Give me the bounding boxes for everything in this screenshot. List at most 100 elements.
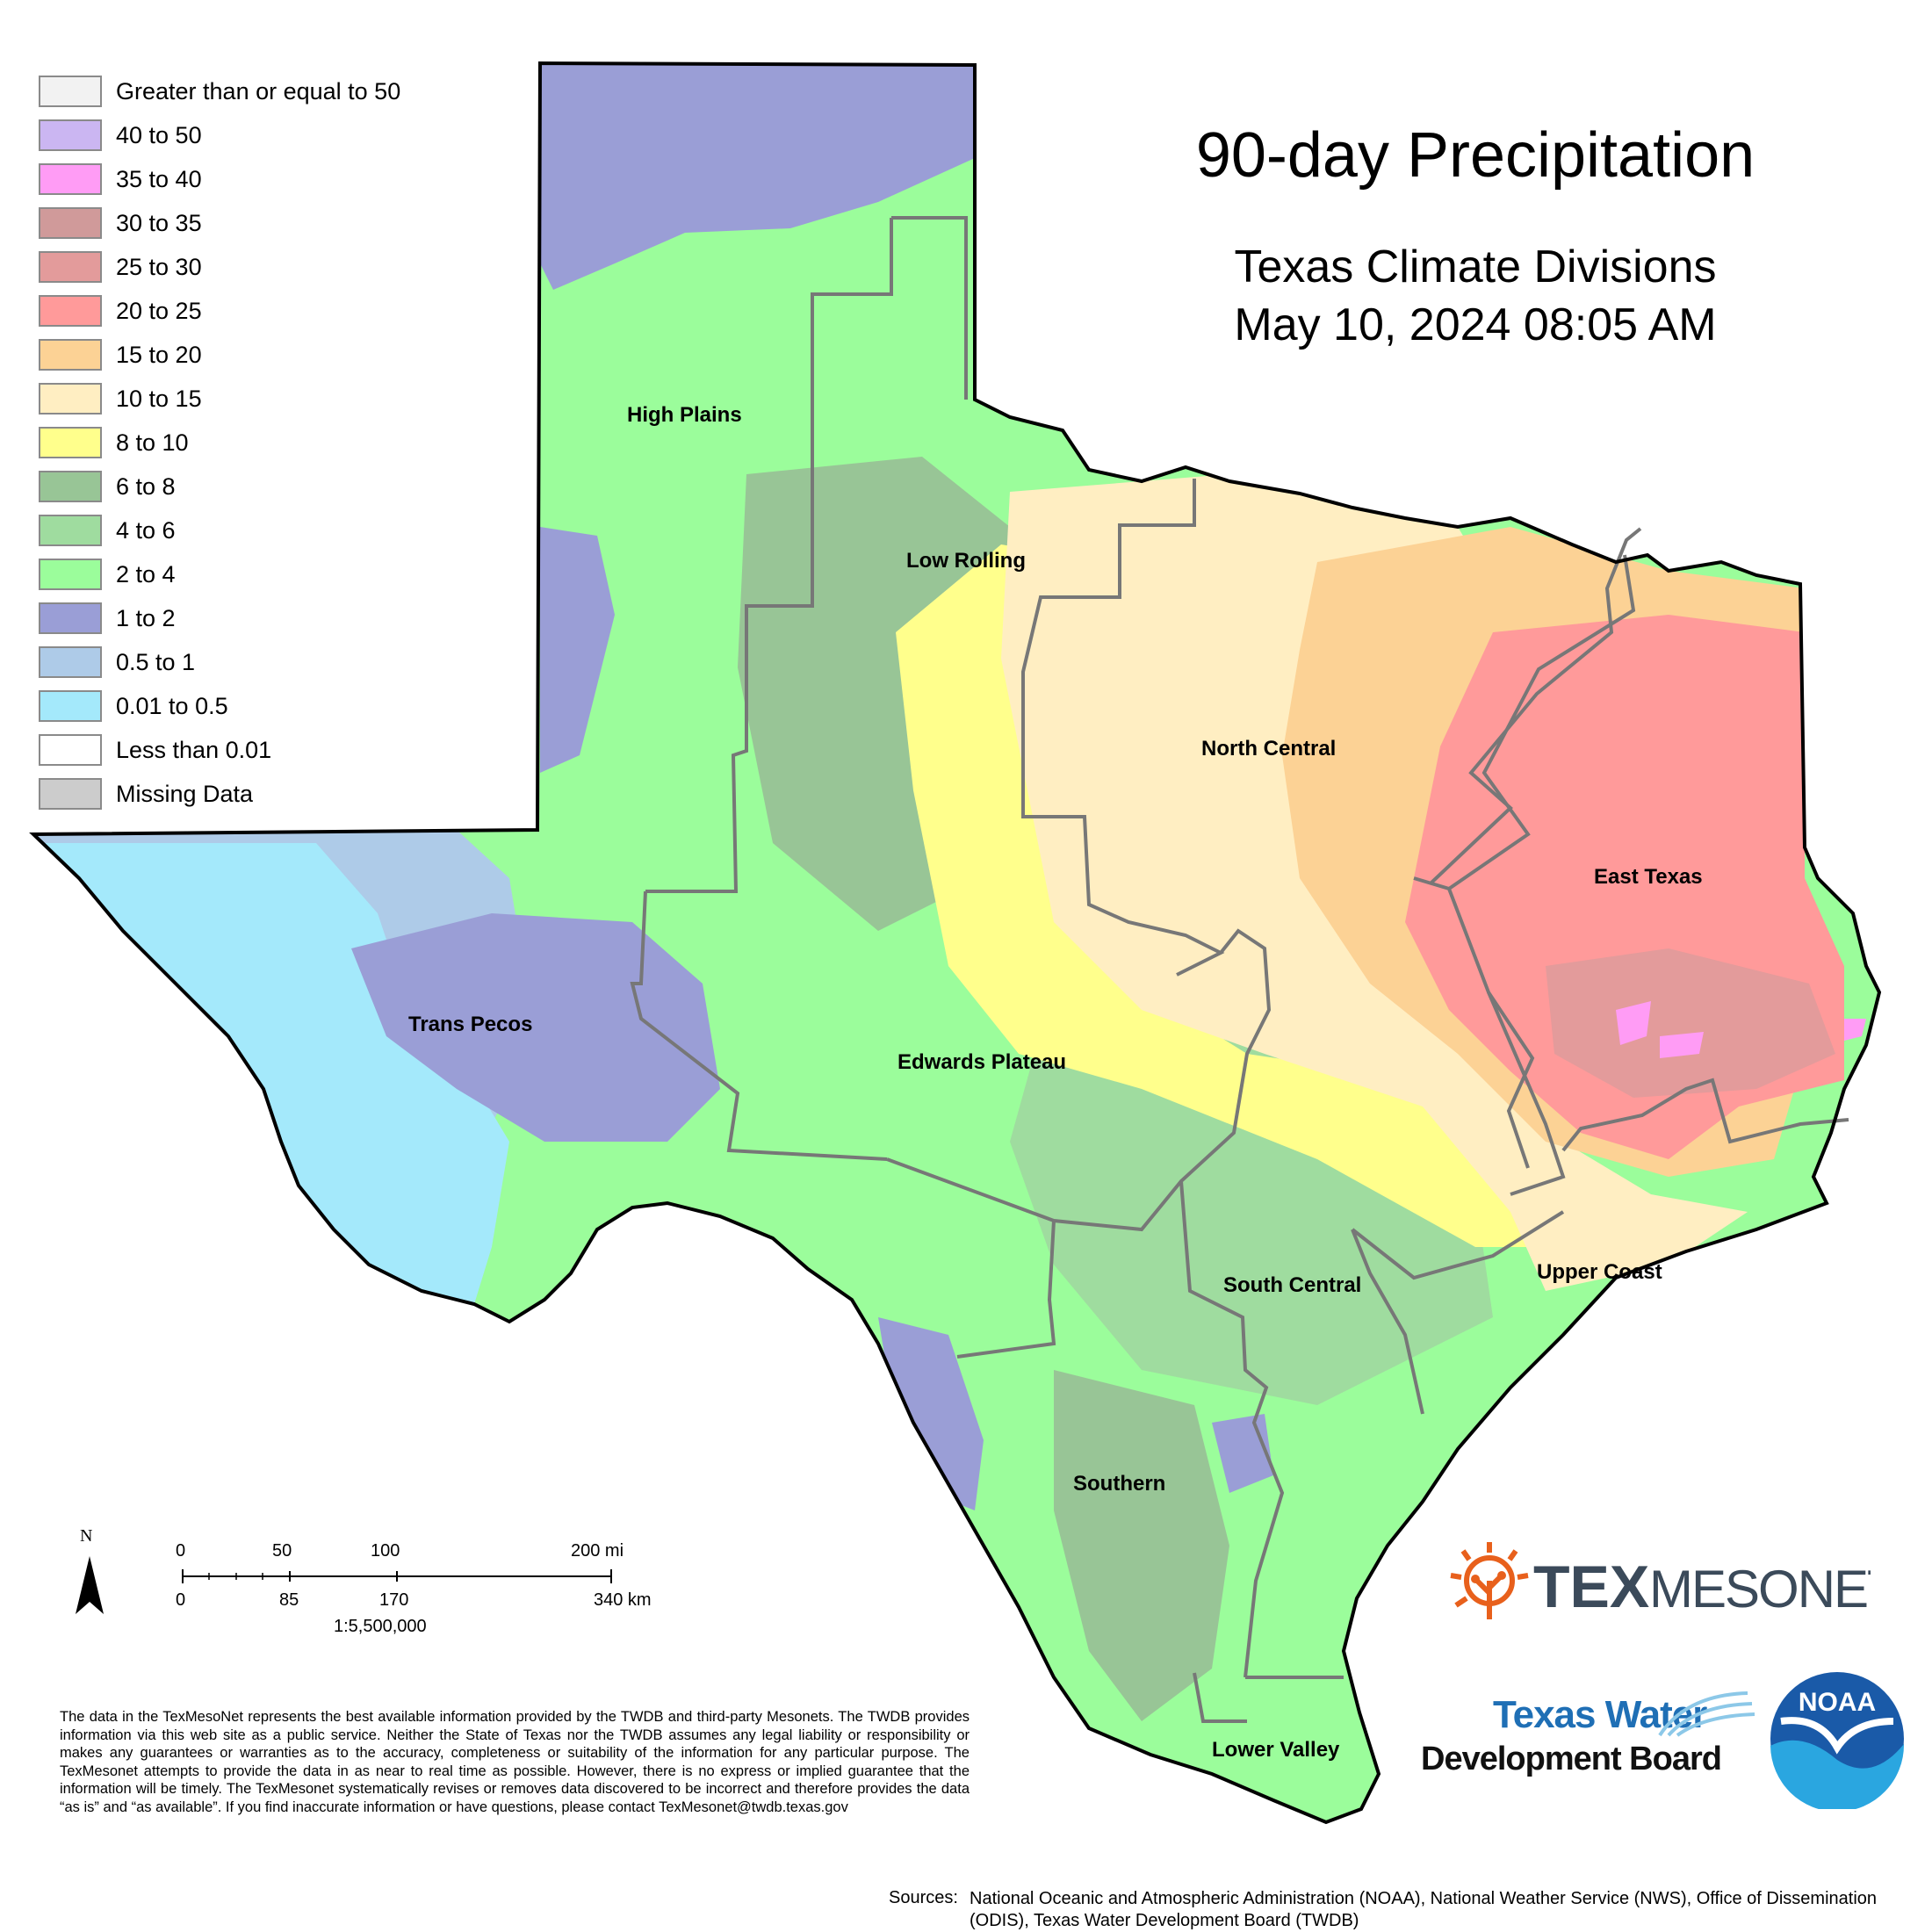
label-south-central: South Central <box>1223 1273 1361 1297</box>
label-trans-pecos: Trans Pecos <box>408 1013 532 1036</box>
legend-row: 0.5 to 1 <box>35 641 527 685</box>
legend-swatch <box>39 383 102 415</box>
legend-row: 8 to 10 <box>35 422 527 465</box>
north-arrow-icon <box>76 1556 104 1614</box>
legend-label: 4 to 6 <box>116 517 176 544</box>
texas-outline <box>29 61 1882 1825</box>
legend-row: 30 to 35 <box>35 202 527 246</box>
zone-1to2-southern <box>878 1317 984 1510</box>
legend-swatch <box>39 690 102 722</box>
legend-swatch <box>39 778 102 810</box>
legend-swatch <box>39 119 102 151</box>
scale-ratio: 1:5,500,000 <box>334 1617 427 1636</box>
legend-row: 15 to 20 <box>35 334 527 378</box>
legend-label: 40 to 50 <box>116 122 202 148</box>
legend-row: 0.01 to 0.5 <box>35 685 527 729</box>
legend-row: 1 to 2 <box>35 597 527 641</box>
legend-label: Greater than or equal to 50 <box>116 78 401 105</box>
zone-35to40-patch <box>1616 1001 1651 1045</box>
legend-swatch <box>39 559 102 590</box>
legend-swatch <box>39 163 102 195</box>
zone-35to40-patch-3 <box>1844 1019 1866 1041</box>
label-upper-coast: Upper Coast <box>1537 1260 1662 1284</box>
division-boundaries <box>630 216 1849 1723</box>
legend-row: 6 to 8 <box>35 465 527 509</box>
twdb-waves-icon <box>1658 1691 1755 1737</box>
legend-row: 10 to 15 <box>35 378 527 422</box>
legend-label: 2 to 4 <box>116 561 176 588</box>
legend-label: 0.01 to 0.5 <box>116 693 228 719</box>
scale-mi-200: 200 mi <box>571 1541 624 1561</box>
legend-row: 35 to 40 <box>35 158 527 202</box>
noaa-text: NOAA <box>1799 1688 1876 1717</box>
legend-swatch <box>39 251 102 283</box>
label-low-rolling: Low Rolling <box>906 549 1026 573</box>
legend-row: Less than 0.01 <box>35 729 527 773</box>
legend-swatch <box>39 734 102 766</box>
disclaimer: The data in the TexMesoNet represents th… <box>60 1709 970 1815</box>
zone-25to30 <box>1546 948 1835 1098</box>
north-letter: N <box>80 1526 93 1546</box>
label-lower-valley: Lower Valley <box>1212 1738 1340 1762</box>
legend-row: 4 to 6 <box>35 509 527 553</box>
map-title: 90-day Precipitation <box>1195 120 1755 191</box>
legend-swatch <box>39 295 102 327</box>
legend-label: Missing Data <box>116 781 254 807</box>
twdb-line2: Development Board <box>1421 1741 1722 1777</box>
label-high-plains: High Plains <box>627 403 742 427</box>
label-north-central: North Central <box>1201 737 1336 761</box>
legend-swatch <box>39 515 102 546</box>
zone-1to2-west <box>540 527 615 773</box>
scale-bar: 0 50 100 200 mi 0 85 170 340 km 1:5,500,… <box>167 1541 694 1647</box>
map-date: May 10, 2024 08:05 AM <box>1234 299 1717 350</box>
label-east-texas: East Texas <box>1594 865 1703 889</box>
sources-label: Sources: <box>889 1888 958 1907</box>
zone-1to2-transpecos <box>351 913 720 1142</box>
legend-label: 25 to 30 <box>116 254 202 280</box>
legend-label: 0.5 to 1 <box>116 649 196 675</box>
legend-swatch <box>39 471 102 502</box>
zone-6to8-lower <box>1054 1370 1229 1721</box>
legend-row: Greater than or equal to 50 <box>35 70 527 114</box>
label-southern: Southern <box>1073 1472 1165 1496</box>
legend-label: 1 to 2 <box>116 605 176 631</box>
scale-mi-100: 100 <box>371 1541 400 1561</box>
label-edwards-plateau: Edwards Plateau <box>898 1050 1066 1074</box>
legend-swatch <box>39 427 102 458</box>
scale-km-170: 170 <box>379 1590 409 1610</box>
legend-label: 15 to 20 <box>116 342 202 368</box>
sunburst-icon <box>1450 1542 1529 1619</box>
legend-swatch <box>39 207 102 239</box>
legend-label: 10 to 15 <box>116 386 202 412</box>
legend: Greater than or equal to 50 40 to 50 35 to… <box>35 70 527 817</box>
scale-km-340: 340 km <box>594 1590 652 1610</box>
legend-swatch <box>39 646 102 678</box>
legend-row: 25 to 30 <box>35 246 527 290</box>
legend-label: 20 to 25 <box>116 298 202 324</box>
twdb-line1: Texas Water <box>1493 1693 1707 1736</box>
map-subtitle: Texas Climate Divisions <box>1234 242 1717 292</box>
scale-mi-0: 0 <box>176 1541 186 1561</box>
legend-label: 35 to 40 <box>116 166 202 192</box>
scale-km-0: 0 <box>176 1590 186 1610</box>
zone-35to40-patch-2 <box>1660 1032 1704 1058</box>
texmesonet-tex: TEX <box>1533 1554 1649 1620</box>
legend-label: 6 to 8 <box>116 473 176 500</box>
legend-label: Less than 0.01 <box>116 737 272 763</box>
sources-text: National Oceanic and Atmospheric Adminis… <box>970 1889 1878 1930</box>
noaa-logo: NOAA <box>1770 1672 1905 1809</box>
zone-1to2-panhandle <box>540 63 975 290</box>
zone-4to6-south <box>1010 984 1493 1405</box>
scale-km-85: 85 <box>279 1590 299 1610</box>
legend-swatch <box>39 339 102 371</box>
legend-swatch <box>39 602 102 634</box>
legend-label: 30 to 35 <box>116 210 202 236</box>
legend-row: 2 to 4 <box>35 553 527 597</box>
legend-swatch <box>39 76 102 107</box>
scale-mi-50: 50 <box>272 1541 292 1561</box>
legend-label: 8 to 10 <box>116 429 189 456</box>
legend-row: 40 to 50 <box>35 114 527 158</box>
